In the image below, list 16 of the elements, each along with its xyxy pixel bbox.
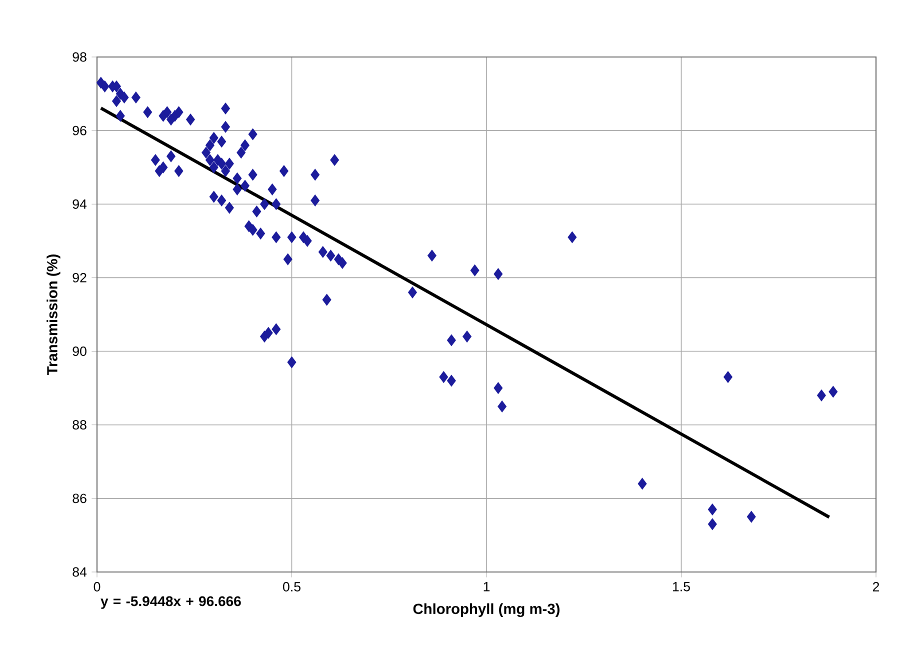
y-tick-label: 96: [72, 126, 86, 136]
y-tick-label: 84: [72, 567, 87, 577]
y-tick-label: 88: [72, 420, 86, 430]
x-tick-label: 0: [94, 582, 100, 592]
y-tick-label: 86: [72, 494, 86, 504]
y-tick-label: 94: [72, 199, 87, 209]
text: y = -5.9448x + 96.666: [100, 596, 241, 609]
y-axis-title: Transmission (%): [46, 254, 60, 376]
y-tick-label: 90: [72, 346, 86, 356]
y-tick-label: 98: [72, 52, 86, 62]
x-tick-label: 1: [484, 582, 490, 592]
x-tick-label: 1.5: [673, 582, 690, 592]
x-tick-label: 0.5: [283, 582, 300, 592]
x-axis-title: Chlorophyll (mg m-3): [413, 603, 560, 618]
y-tick-label: 92: [72, 272, 86, 282]
x-tick-label: 2: [872, 582, 880, 592]
